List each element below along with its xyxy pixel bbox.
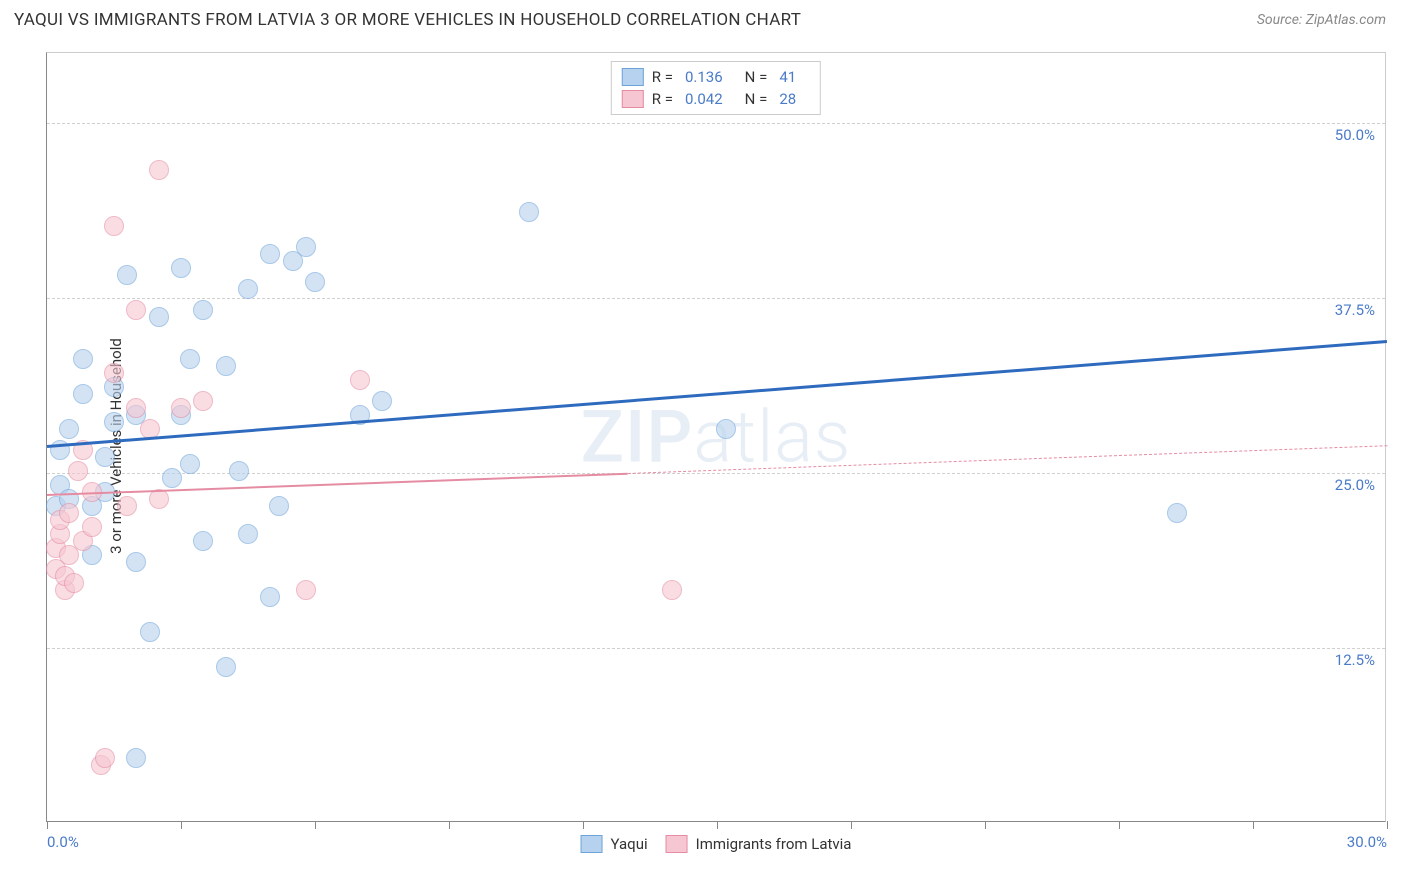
legend-series-label: Yaqui <box>611 835 648 853</box>
scatter-point <box>716 419 736 439</box>
chart-title: YAQUI VS IMMIGRANTS FROM LATVIA 3 OR MOR… <box>14 10 801 30</box>
scatter-point <box>216 657 236 677</box>
scatter-point <box>662 580 682 600</box>
gridline <box>47 648 1385 649</box>
trend-line <box>628 445 1387 474</box>
gridline <box>47 123 1385 124</box>
x-tick <box>315 821 316 829</box>
scatter-point <box>260 587 280 607</box>
y-tick-label: 37.5% <box>1335 301 1375 319</box>
legend-swatch <box>622 90 644 108</box>
scatter-point <box>59 503 79 523</box>
scatter-point <box>193 300 213 320</box>
scatter-point <box>126 300 146 320</box>
x-tick <box>583 821 584 829</box>
scatter-point <box>269 496 289 516</box>
scatter-point <box>162 468 182 488</box>
scatter-point <box>59 419 79 439</box>
scatter-point <box>1167 503 1187 523</box>
scatter-point <box>68 461 88 481</box>
legend-r-value: 0.136 <box>685 68 723 86</box>
chart-source: Source: ZipAtlas.com <box>1257 12 1386 28</box>
chart-plot-area: ZIPatlas 12.5%25.0%37.5%50.0%0.0%30.0%R … <box>46 52 1386 822</box>
scatter-point <box>104 412 124 432</box>
y-tick-label: 25.0% <box>1335 476 1375 494</box>
scatter-point <box>180 349 200 369</box>
scatter-point <box>126 552 146 572</box>
legend-n-label: N = <box>745 68 768 86</box>
y-tick-label: 50.0% <box>1335 126 1375 144</box>
scatter-point <box>149 307 169 327</box>
scatter-point <box>126 398 146 418</box>
x-tick <box>181 821 182 829</box>
y-tick-label: 12.5% <box>1335 651 1375 669</box>
scatter-point <box>305 272 325 292</box>
scatter-point <box>117 265 137 285</box>
scatter-point <box>180 454 200 474</box>
scatter-point <box>296 580 316 600</box>
legend-n-label: N = <box>745 90 768 108</box>
x-tick <box>1119 821 1120 829</box>
legend-series-label: Immigrants from Latvia <box>696 835 852 853</box>
scatter-point <box>171 258 191 278</box>
legend-r-value: 0.042 <box>685 90 723 108</box>
legend-stats-row: R = 0.136 N = 41 <box>622 66 810 88</box>
scatter-point <box>350 370 370 390</box>
legend-n-value: 28 <box>779 90 796 108</box>
scatter-point <box>140 622 160 642</box>
scatter-point <box>238 279 258 299</box>
x-tick <box>1387 821 1388 829</box>
legend-r-label: R = <box>652 68 673 86</box>
scatter-point <box>126 748 146 768</box>
legend-swatch <box>581 835 603 853</box>
scatter-point <box>73 349 93 369</box>
legend-stats: R = 0.136 N = 41 R = 0.042 N = 28 <box>611 61 821 115</box>
x-tick <box>851 821 852 829</box>
scatter-point <box>104 216 124 236</box>
legend-series-item: Yaqui <box>581 835 648 853</box>
legend-swatch <box>622 68 644 86</box>
scatter-point <box>238 524 258 544</box>
scatter-point <box>260 244 280 264</box>
x-tick-label: 30.0% <box>1347 833 1387 851</box>
scatter-point <box>216 356 236 376</box>
legend-n-value: 41 <box>779 68 796 86</box>
scatter-point <box>171 398 191 418</box>
scatter-point <box>229 461 249 481</box>
scatter-point <box>193 391 213 411</box>
x-tick <box>47 821 48 829</box>
scatter-point <box>82 517 102 537</box>
scatter-point <box>519 202 539 222</box>
trend-line <box>47 473 628 496</box>
scatter-point <box>193 531 213 551</box>
scatter-point <box>117 496 137 516</box>
chart-header: YAQUI VS IMMIGRANTS FROM LATVIA 3 OR MOR… <box>0 0 1406 36</box>
legend-series-item: Immigrants from Latvia <box>666 835 852 853</box>
x-tick <box>1253 821 1254 829</box>
legend-r-label: R = <box>652 90 673 108</box>
scatter-point <box>95 748 115 768</box>
scatter-point <box>149 160 169 180</box>
scatter-point <box>104 363 124 383</box>
legend-swatch <box>666 835 688 853</box>
legend-stats-row: R = 0.042 N = 28 <box>622 88 810 110</box>
scatter-point <box>73 384 93 404</box>
scatter-point <box>64 573 84 593</box>
x-tick <box>449 821 450 829</box>
legend-series: Yaqui Immigrants from Latvia <box>581 835 852 853</box>
x-tick-label: 0.0% <box>47 833 79 851</box>
x-tick <box>985 821 986 829</box>
scatter-point <box>296 237 316 257</box>
x-tick <box>717 821 718 829</box>
scatter-point <box>95 447 115 467</box>
scatter-point <box>372 391 392 411</box>
